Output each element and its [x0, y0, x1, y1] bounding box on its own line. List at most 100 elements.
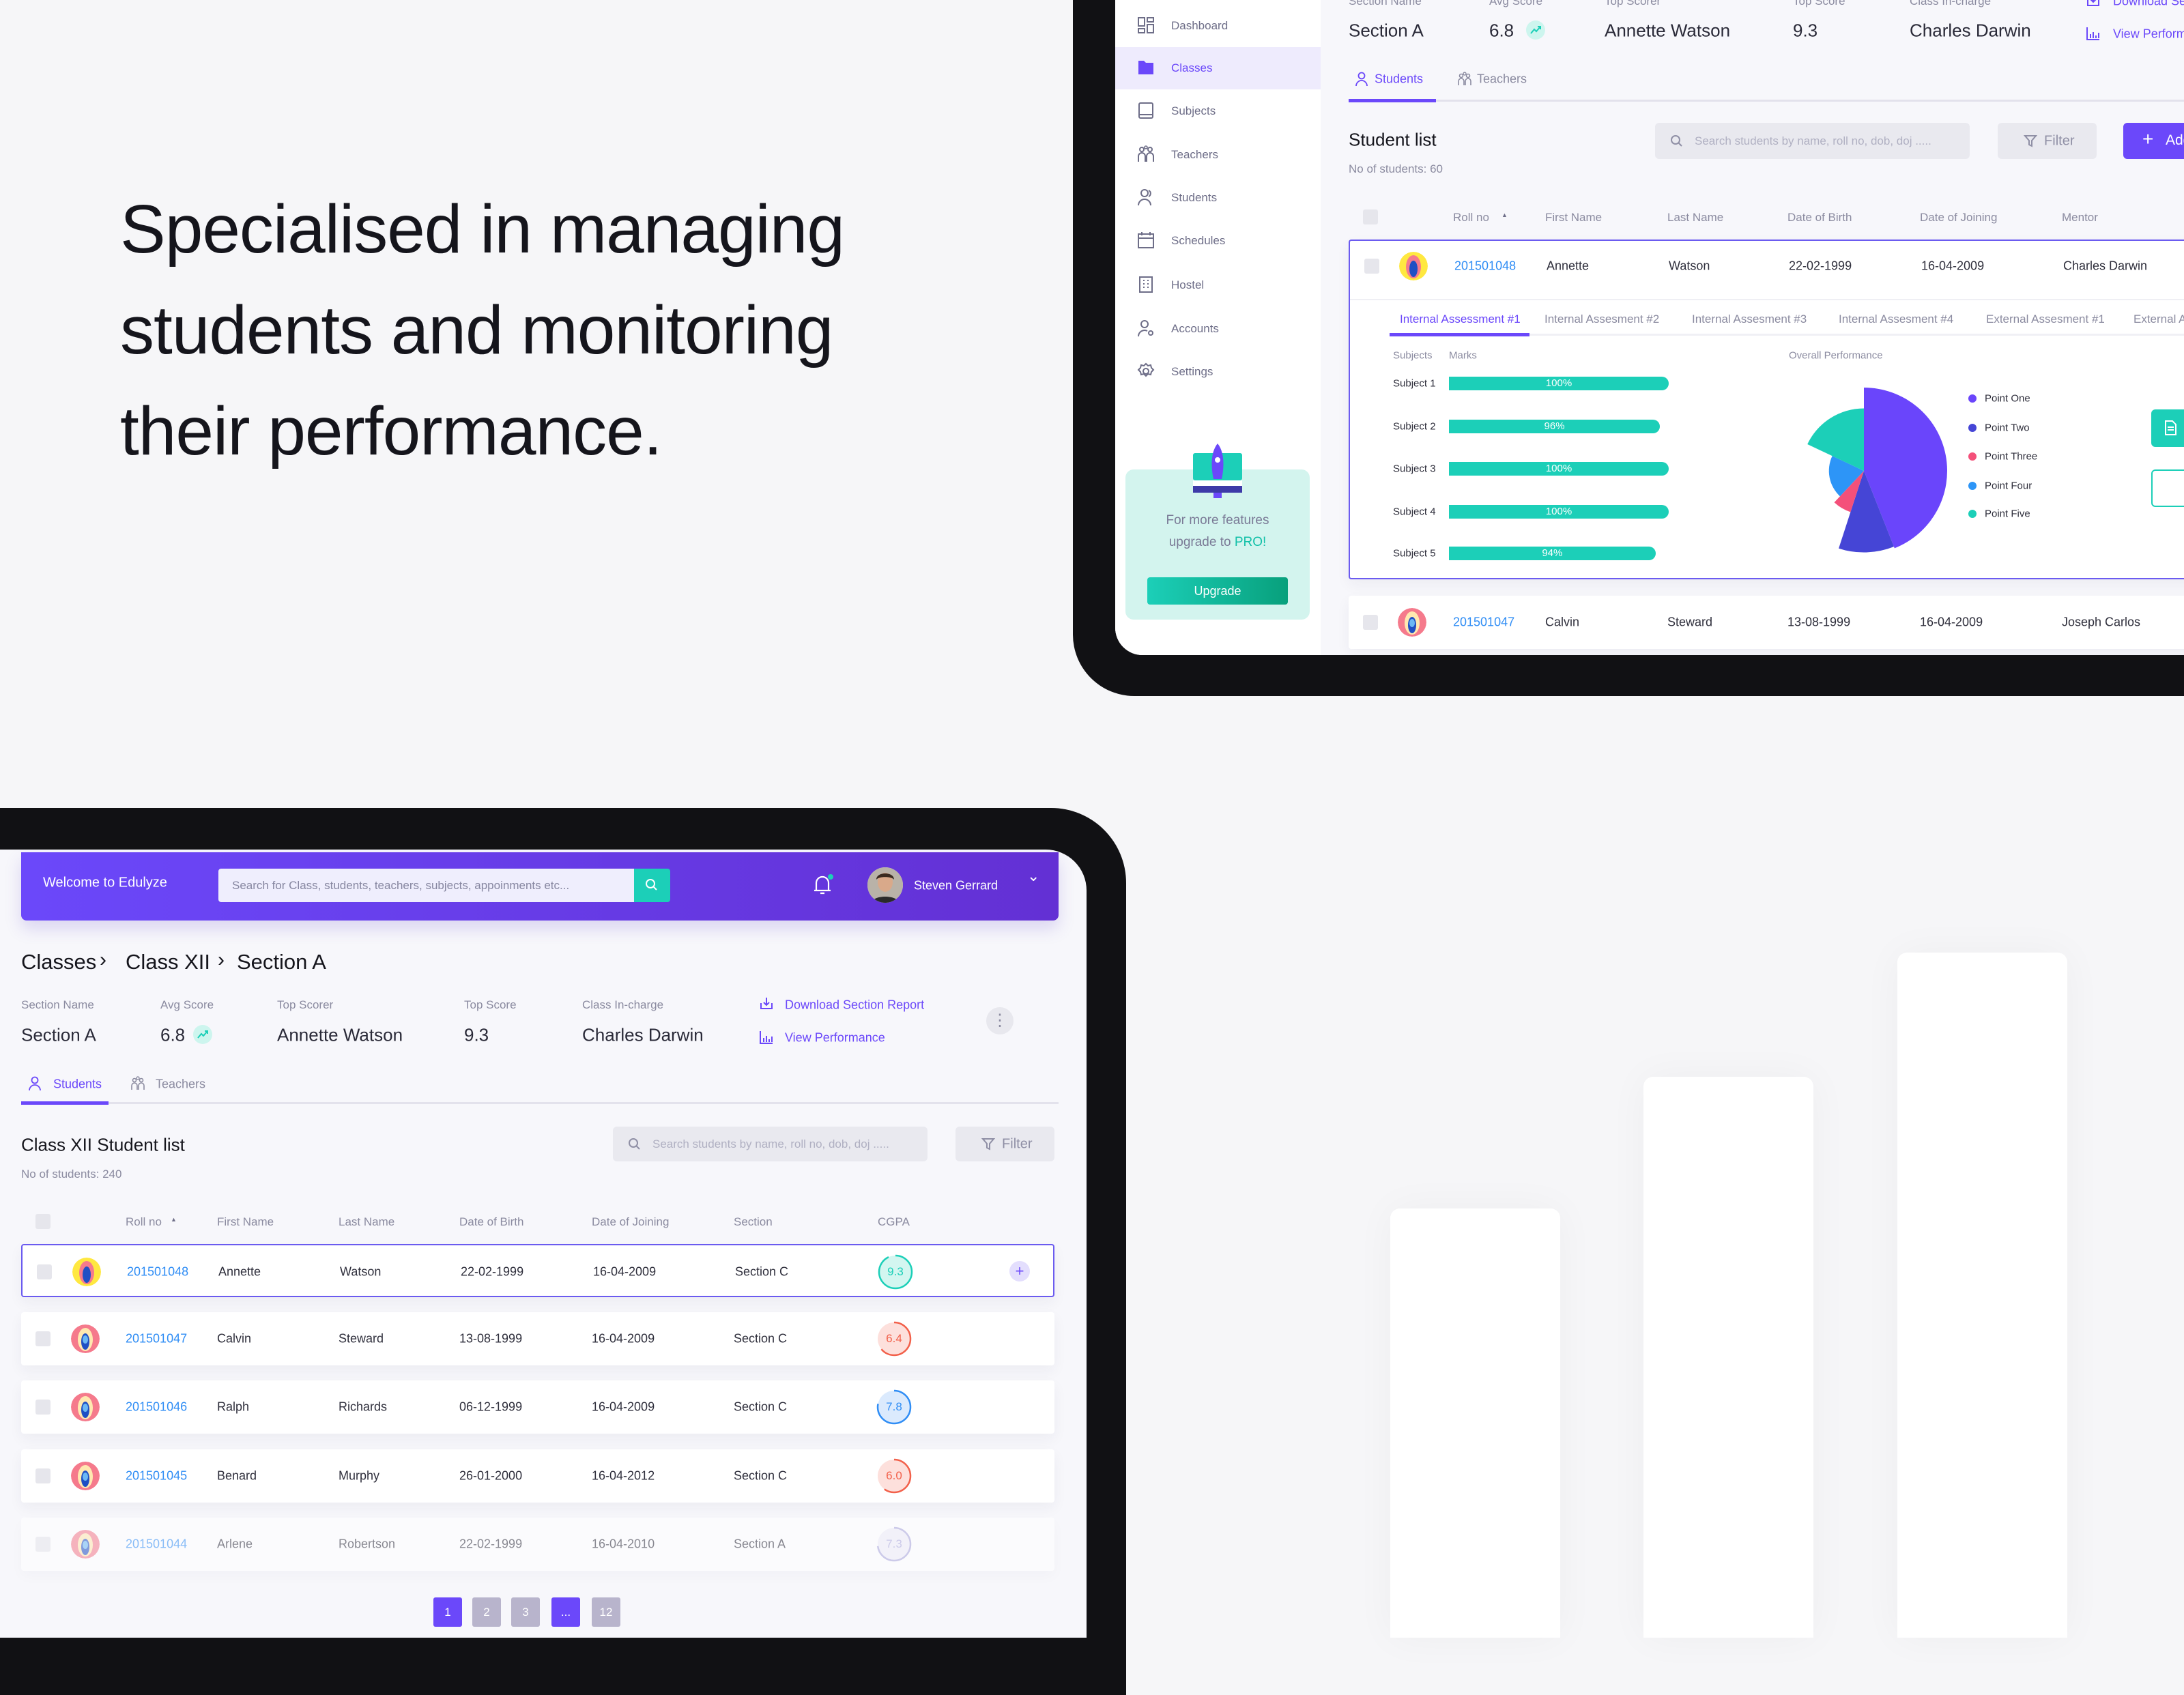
- student-row[interactable]: 201501044 Arlene Robertson 22-02-1999 16-04-…: [21, 1518, 1054, 1571]
- student-search-input[interactable]: Search students by name, roll no, dob, d…: [613, 1127, 928, 1161]
- subject-label: Subject 5: [1393, 547, 1436, 560]
- select-all-checkbox[interactable]: [1363, 209, 1378, 224]
- overall-performance-label: Overall Performance: [1789, 349, 1883, 362]
- row-checkbox[interactable]: [37, 1264, 52, 1279]
- cell-roll[interactable]: 201501044: [126, 1537, 188, 1551]
- view-performance-link[interactable]: View Performance: [2113, 27, 2184, 41]
- user-name[interactable]: Steven Gerrard: [914, 878, 998, 893]
- cell-roll[interactable]: 201501045: [126, 1468, 188, 1483]
- student-row[interactable]: 201501045 Benard Murphy 26-01-2000 16-04-201…: [21, 1449, 1054, 1503]
- dashboard-icon: [1138, 17, 1154, 33]
- expand-row-button[interactable]: +: [1009, 1261, 1030, 1281]
- pie-slice-2[interactable]: [1839, 471, 1895, 553]
- user-photo: [867, 867, 903, 903]
- page-button[interactable]: 1: [433, 1597, 462, 1627]
- row-checkbox[interactable]: [35, 1400, 51, 1415]
- cell-roll[interactable]: 201501047: [126, 1331, 188, 1346]
- student-row[interactable]: 201501046 Ralph Richards 06-12-1999 16-04-20…: [21, 1380, 1054, 1434]
- tab-students[interactable]: Students: [1375, 72, 1424, 86]
- select-all-checkbox[interactable]: [35, 1214, 51, 1229]
- sidebar-item-subjects[interactable]: Subjects: [1115, 90, 1321, 132]
- more-options-button[interactable]: ⋮: [986, 1007, 1014, 1034]
- pie-slice-1[interactable]: [1864, 388, 1947, 549]
- row-checkbox[interactable]: [1363, 615, 1378, 630]
- row-checkbox[interactable]: [1364, 259, 1379, 274]
- column-header[interactable]: Roll no: [126, 1215, 162, 1228]
- student-row[interactable]: 201501047 Calvin Steward 13-08-1999 16-04-20…: [21, 1312, 1054, 1365]
- global-search-button[interactable]: [634, 869, 670, 902]
- row-checkbox[interactable]: [35, 1537, 51, 1552]
- legend-label: Point Four: [1985, 480, 2032, 492]
- sidebar-item-settings[interactable]: Settings: [1115, 351, 1321, 393]
- chevron-down-icon[interactable]: ⌄: [1027, 867, 1040, 884]
- cell-doj: 16-04-2009: [1921, 259, 1985, 273]
- avatar: [72, 1258, 101, 1286]
- tab-teachers[interactable]: Teachers: [1477, 72, 1527, 86]
- assessment-tab[interactable]: Internal Assesment #2: [1544, 313, 1660, 325]
- page-button[interactable]: ...: [551, 1597, 580, 1627]
- user-avatar[interactable]: [867, 867, 903, 903]
- sidebar-item-teachers[interactable]: Teachers: [1115, 134, 1321, 176]
- pie-slice-3[interactable]: [1834, 471, 1864, 512]
- stat-label: Class In-charge: [582, 998, 664, 1011]
- cgpa-badge: 7.3: [876, 1526, 913, 1563]
- cell-roll[interactable]: 201501046: [126, 1400, 188, 1414]
- subject-mark-bar: 100%: [1449, 377, 1669, 390]
- assessment-tab[interactable]: Internal Assessment #1: [1400, 313, 1521, 325]
- stat-value: Charles Darwin: [1910, 20, 2031, 41]
- avatar-illustration: [71, 1393, 100, 1421]
- tab-students[interactable]: Students: [53, 1077, 102, 1091]
- expanded-student-row[interactable]: 201501048 Annette Watson 22-02-1999 16-04-20…: [1349, 240, 2184, 579]
- add-button[interactable]: + Add: [2123, 123, 2184, 159]
- sidebar-item-hostel[interactable]: Hostel: [1115, 264, 1321, 306]
- cell-roll[interactable]: 201501048: [1454, 259, 1517, 273]
- student-row[interactable]: 201501047 Calvin Steward 13-08-1999 16-04-20…: [1349, 596, 2184, 649]
- sidebar-item-schedules[interactable]: Schedules: [1115, 220, 1321, 262]
- chart-icon: [2086, 27, 2099, 40]
- page-button[interactable]: 12: [592, 1597, 620, 1627]
- filter-button[interactable]: Filter: [956, 1127, 1054, 1161]
- assessment-tab[interactable]: External Assesment #2: [2133, 313, 2184, 325]
- pie-slice-5[interactable]: [1807, 408, 1864, 472]
- column-header[interactable]: Roll no: [1453, 211, 1489, 224]
- cell-roll[interactable]: 201501047: [1453, 615, 1515, 629]
- column-header: Section: [734, 1215, 773, 1228]
- assessment-tab[interactable]: Internal Assesment #4: [1839, 313, 1954, 325]
- global-search-input[interactable]: Search for Class, students, teachers, su…: [218, 869, 634, 902]
- tab-teachers[interactable]: Teachers: [156, 1077, 206, 1091]
- sidebar-item-students[interactable]: Students: [1115, 177, 1321, 219]
- stat-label: Class In-charge: [1910, 0, 1992, 8]
- view-performance-link[interactable]: View Performance: [785, 1030, 885, 1045]
- report-button[interactable]: [2151, 409, 2184, 447]
- main-content: Section Name Section A Avg Score 6.8 Top Sco…: [1115, 0, 2184, 655]
- assessment-tab[interactable]: Internal Assesment #3: [1692, 313, 1807, 325]
- plus-icon: +: [2142, 128, 2154, 149]
- subject-label: Subject 1: [1393, 377, 1436, 390]
- student-row[interactable]: 201501048 Annette Watson 22-02-1999 16-04-20…: [21, 1244, 1054, 1297]
- sidebar-item-classes[interactable]: Classes: [1115, 47, 1321, 89]
- page-button[interactable]: 3: [511, 1597, 540, 1627]
- teachers-icon: [131, 1076, 145, 1090]
- students-icon: [1138, 189, 1151, 206]
- assessment-tab[interactable]: External Assesment #1: [1986, 313, 2105, 325]
- outlined-button[interactable]: [2151, 469, 2184, 507]
- download-report-link[interactable]: Download Section Report: [785, 998, 925, 1012]
- sidebar-item-accounts[interactable]: Accounts: [1115, 308, 1321, 350]
- cell-roll[interactable]: 201501048: [127, 1264, 189, 1279]
- row-checkbox[interactable]: [35, 1331, 51, 1346]
- filter-button[interactable]: Filter: [1998, 123, 2097, 159]
- upgrade-button[interactable]: Upgrade: [1147, 577, 1288, 605]
- cell-doj: 16-04-2009: [592, 1400, 655, 1414]
- breadcrumb-item[interactable]: Classes: [21, 950, 97, 974]
- page-button[interactable]: 2: [472, 1597, 501, 1627]
- row-checkbox[interactable]: [35, 1468, 51, 1483]
- pie-slice-4[interactable]: [1828, 456, 1864, 497]
- sidebar-item-dashboard[interactable]: Dashboard: [1115, 5, 1321, 47]
- stat-value: 9.3: [464, 1024, 489, 1045]
- breadcrumb-item[interactable]: Class XII: [126, 950, 211, 974]
- column-header: Date of Joining: [592, 1215, 670, 1228]
- hero-line: students and monitoring: [120, 292, 833, 368]
- notifications-button[interactable]: [811, 873, 835, 897]
- download-report-link[interactable]: Download Section Report: [2113, 0, 2184, 8]
- student-search-input[interactable]: Search students by name, roll no, dob, d…: [1655, 123, 1970, 159]
